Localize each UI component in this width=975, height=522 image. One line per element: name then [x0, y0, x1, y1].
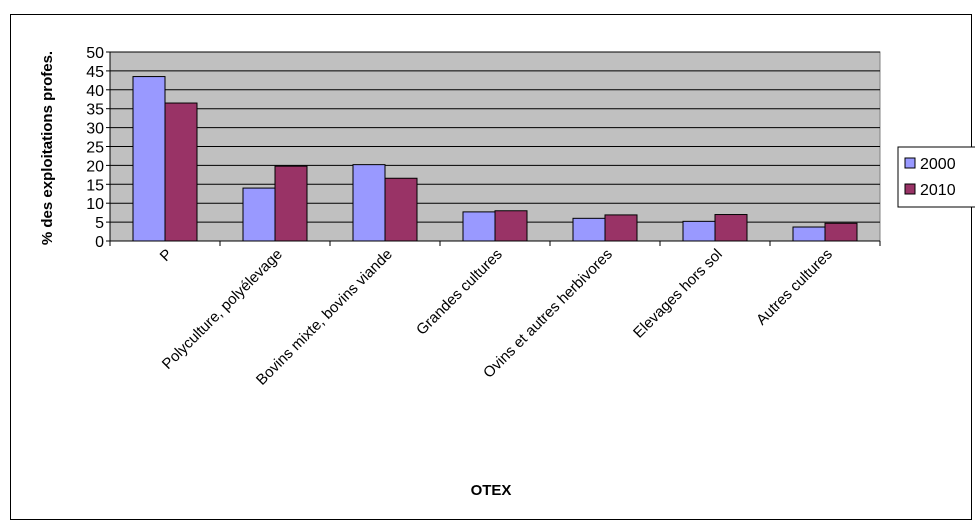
bar-2010-1	[274, 165, 308, 242]
gridlines	[110, 51, 880, 223]
bar-2000-5	[682, 220, 716, 242]
bar-2010-0	[164, 102, 198, 242]
x-axis-title: OTEX	[471, 482, 512, 499]
legend-swatch-2010	[904, 183, 916, 195]
y-tick-label: 10	[86, 196, 104, 213]
bar-2010-6	[824, 222, 858, 242]
legend-label-2010: 2010	[920, 182, 956, 199]
bar-2000-0	[132, 76, 166, 242]
bar-2000-4	[572, 217, 606, 242]
bar-2010-5	[714, 214, 748, 242]
y-tick-label: 25	[86, 140, 104, 157]
legend-label-2000: 2000	[920, 156, 956, 173]
x-tick-label: Ovins et autres herbivores	[480, 246, 616, 382]
y-tick-label: 45	[86, 64, 104, 81]
y-tick-label: 30	[86, 121, 104, 138]
bar-2000-2	[352, 164, 386, 242]
x-tick-label: P	[157, 246, 176, 265]
legend-box	[897, 146, 975, 208]
x-tick-label: Autres cultures	[753, 246, 836, 329]
y-tick-label: 15	[86, 177, 104, 194]
bar-2010-4	[604, 214, 638, 242]
x-tick-label: Elevages hors sol	[630, 246, 726, 342]
bar-2010-3	[494, 210, 528, 242]
legend: 2000 2010	[897, 146, 975, 208]
bar-2000-1	[242, 187, 276, 242]
x-tick-label: Polyculture, polyélevage	[159, 246, 286, 373]
y-axis-title: % des exploitations profes.	[39, 51, 56, 245]
y-tick-label: 35	[86, 102, 104, 119]
legend-swatch-2000	[904, 157, 916, 169]
y-tick-label: 40	[86, 83, 104, 100]
x-tick-label: Grandes cultures	[413, 246, 506, 339]
bar-2000-3	[462, 211, 496, 242]
bar-2010-2	[384, 177, 418, 242]
y-tick-label: 50	[86, 45, 104, 62]
y-tick-label: 0	[95, 234, 104, 251]
y-tick-label: 20	[86, 158, 104, 175]
y-tick-label: 5	[95, 215, 104, 232]
bar-2000-6	[792, 226, 826, 242]
